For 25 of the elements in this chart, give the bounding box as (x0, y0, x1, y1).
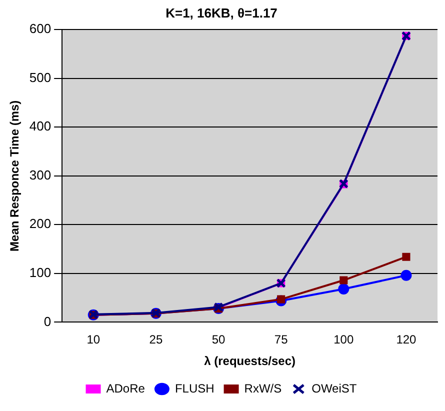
x-tick-label: 50 (212, 332, 226, 347)
y-axis-title: Mean Responce Time (ms) (8, 100, 22, 252)
point (338, 284, 350, 295)
legend-label: RxW/S (244, 381, 282, 396)
point (277, 295, 286, 304)
x-tick-label: 100 (334, 332, 354, 347)
y-tick-label: 200 (29, 216, 52, 232)
point (402, 252, 410, 261)
point (340, 276, 348, 284)
x-tick-label: 120 (396, 332, 417, 347)
y-tick-label: 0 (44, 314, 52, 329)
point (400, 270, 412, 281)
y-tick-label: 600 (29, 21, 52, 36)
legend-label: FLUSH (174, 381, 214, 396)
x-tick-label: 10 (86, 332, 100, 347)
x-tick-label: 75 (274, 332, 288, 347)
y-tick-label: 500 (29, 70, 52, 85)
x-tick-label: 25 (149, 332, 163, 347)
y-tick-label: 400 (29, 118, 52, 134)
legend-label: OWeiST (312, 381, 358, 396)
y-tick-label: 100 (29, 265, 52, 280)
chart-title: K=1, 16KB, θ=1.17 (166, 5, 278, 20)
y-tick-label: 300 (29, 167, 52, 182)
x-axis-title: λ (requests/sec) (204, 354, 296, 368)
legend-label: ADoRe (106, 381, 146, 396)
